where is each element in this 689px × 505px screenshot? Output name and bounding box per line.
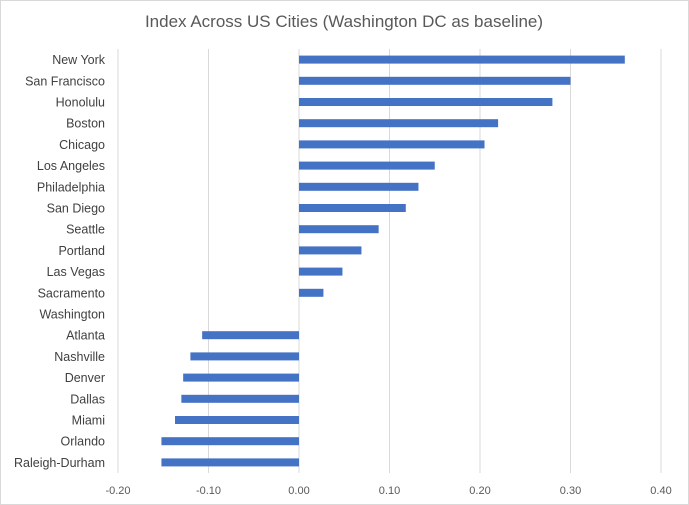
x-tick-label: -0.20 bbox=[105, 485, 130, 497]
bar bbox=[299, 246, 362, 255]
x-tick-label: 0.30 bbox=[560, 485, 581, 497]
category-label: Denver bbox=[65, 371, 105, 385]
category-label: Raleigh-Durham bbox=[14, 456, 105, 470]
x-tick-labels: -0.20 -0.10 0.00 0.10 0.20 0.30 0.40 bbox=[105, 485, 671, 497]
gridlines bbox=[117, 49, 662, 473]
bar bbox=[299, 55, 625, 64]
x-tick-label: 0.20 bbox=[469, 485, 490, 497]
category-label: Orlando bbox=[61, 435, 106, 449]
category-label: Sacramento bbox=[38, 286, 105, 300]
bar bbox=[181, 394, 299, 403]
category-label: Las Vegas bbox=[47, 265, 105, 279]
bar bbox=[190, 352, 299, 361]
bar bbox=[299, 76, 571, 85]
x-tick-label: 0.10 bbox=[379, 485, 400, 497]
bars bbox=[161, 55, 625, 467]
category-label: Washington bbox=[39, 308, 105, 322]
category-label: Los Angeles bbox=[37, 159, 105, 173]
bar bbox=[299, 267, 343, 276]
category-label: Boston bbox=[66, 117, 105, 131]
bar bbox=[299, 98, 553, 106]
category-label: Seattle bbox=[66, 223, 105, 237]
bar bbox=[175, 416, 299, 424]
category-label: Miami bbox=[72, 414, 105, 428]
bar bbox=[299, 288, 324, 297]
bar bbox=[183, 373, 299, 382]
bar bbox=[299, 161, 435, 170]
bar bbox=[299, 140, 485, 149]
bar bbox=[299, 182, 419, 191]
category-labels: New York San Francisco Honolulu Boston Chica… bbox=[14, 53, 106, 470]
category-label: Nashville bbox=[54, 350, 105, 364]
chart-title: Index Across US Cities (Washington DC as… bbox=[145, 12, 543, 31]
bar bbox=[161, 458, 299, 467]
category-label: San Francisco bbox=[25, 74, 105, 88]
category-label: San Diego bbox=[47, 202, 105, 216]
x-tick-label: 0.40 bbox=[650, 485, 671, 497]
category-label: Chicago bbox=[59, 138, 105, 152]
bar bbox=[299, 119, 499, 128]
category-label: New York bbox=[52, 53, 106, 67]
x-tick-label: -0.10 bbox=[196, 485, 221, 497]
category-label: Philadelphia bbox=[37, 180, 105, 194]
category-label: Honolulu bbox=[56, 96, 105, 110]
category-label: Dallas bbox=[70, 392, 105, 406]
x-tick-label: 0.00 bbox=[288, 485, 309, 497]
category-label: Portland bbox=[58, 244, 105, 258]
bar bbox=[202, 331, 299, 340]
bar bbox=[299, 204, 406, 212]
bar bbox=[161, 437, 299, 446]
category-label: Atlanta bbox=[66, 329, 105, 343]
bar bbox=[299, 225, 379, 234]
